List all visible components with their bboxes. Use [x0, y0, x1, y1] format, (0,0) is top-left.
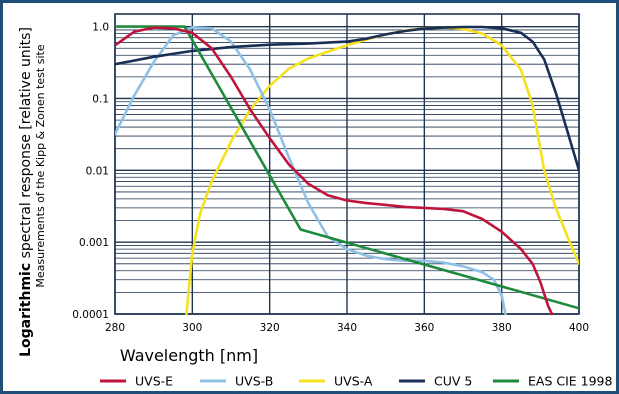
x-tick-label: 320 — [260, 322, 280, 334]
spectral-response-chart: 280 300 320 340 360 380 400 1.0 0.1 0.01 0.001 0.00… — [18, 13, 613, 389]
series-line-uvs-e — [115, 26, 554, 316]
x-tick-label: 300 — [182, 322, 202, 334]
y-tick-label: 0.1 — [92, 93, 109, 105]
x-tick-label: 360 — [414, 322, 434, 334]
legend-label: UVS-B — [235, 374, 273, 389]
x-tick-label: 340 — [337, 322, 357, 334]
legend-label: EAS CIE 1998 — [528, 374, 613, 389]
x-axis-label: Wavelength [nm] — [120, 346, 258, 365]
y-tick-label: 1.0 — [92, 22, 109, 34]
x-tick-label: 380 — [492, 322, 512, 334]
legend-label: UVS-E — [135, 374, 173, 389]
x-tick-label: 400 — [569, 322, 589, 334]
legend-label: CUV 5 — [434, 374, 472, 389]
y-axis-sublabel: Measurements of the Kipp & Zonen test si… — [34, 44, 47, 287]
legend-item: CUV 5 — [399, 374, 472, 389]
y-tick-label: 0.0001 — [72, 309, 109, 321]
y-tick-label: 0.01 — [86, 165, 109, 177]
legend-item: UVS-A — [299, 374, 373, 389]
legend-item: UVS-B — [200, 374, 273, 389]
series-line-eas-cie-1998 — [115, 25, 579, 310]
legend-label: UVS-A — [334, 374, 373, 389]
plot-border — [114, 13, 580, 315]
x-tick-label: 280 — [105, 322, 125, 334]
series-line-cuv-5 — [115, 25, 579, 172]
legend-item: EAS CIE 1998 — [493, 374, 613, 389]
y-tick-label: 0.001 — [79, 237, 109, 249]
y-axis-label-bold: Logarithmic — [18, 263, 34, 357]
y-axis-label: Logarithmic spectral response [relative … — [18, 27, 34, 357]
y-axis-label-rest: spectral response [relative units] — [18, 27, 34, 263]
legend-item: UVS-E — [100, 374, 173, 389]
